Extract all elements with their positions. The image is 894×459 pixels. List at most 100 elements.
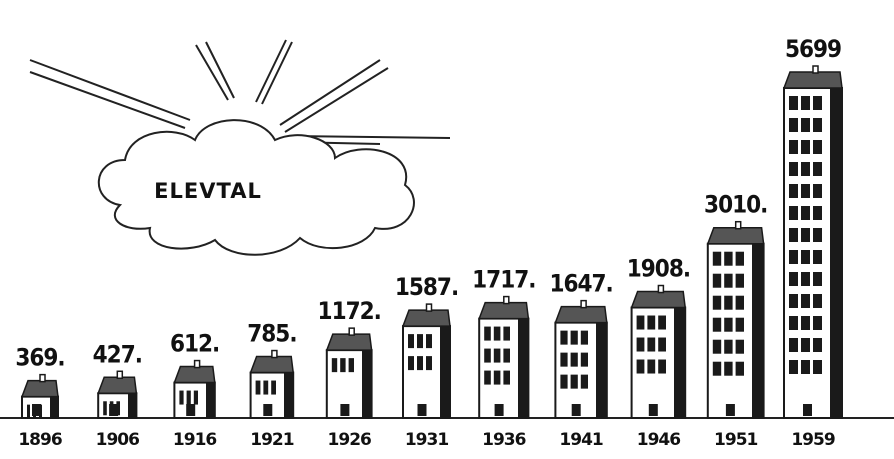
window — [736, 318, 744, 332]
window — [647, 316, 655, 330]
window — [789, 338, 798, 352]
window — [789, 294, 798, 308]
window — [813, 96, 822, 110]
window — [789, 206, 798, 220]
building-side — [440, 326, 450, 418]
chimney — [195, 361, 200, 368]
chimney — [349, 328, 354, 335]
x-tick-label: 1916 — [173, 430, 216, 450]
value-label: 1717. — [472, 266, 535, 294]
value-label: 369. — [15, 344, 64, 372]
window — [426, 334, 432, 348]
window — [484, 327, 491, 341]
window — [813, 294, 822, 308]
window — [801, 228, 810, 242]
chimney — [504, 297, 509, 304]
window — [736, 296, 744, 310]
window — [271, 381, 276, 395]
window — [194, 391, 198, 405]
value-label: 612. — [170, 330, 219, 358]
building-side — [206, 383, 215, 418]
window — [187, 391, 191, 405]
window — [332, 358, 337, 372]
window — [340, 358, 345, 372]
window — [27, 405, 30, 419]
window — [801, 184, 810, 198]
window — [658, 316, 666, 330]
window — [484, 371, 491, 385]
window — [801, 250, 810, 264]
window — [637, 316, 645, 330]
window — [813, 140, 822, 154]
window — [813, 206, 822, 220]
window — [263, 381, 268, 395]
roof — [708, 228, 764, 244]
chimney — [117, 371, 122, 378]
window — [724, 362, 732, 376]
window — [789, 228, 798, 242]
door — [649, 404, 658, 416]
window — [713, 252, 721, 266]
value-label: 1172. — [318, 297, 381, 325]
window — [789, 360, 798, 374]
x-tick-label: 1951 — [714, 430, 757, 450]
window — [724, 318, 732, 332]
window — [713, 318, 721, 332]
x-tick-label: 1959 — [791, 430, 834, 450]
x-tick-label: 1941 — [559, 430, 602, 450]
door — [418, 404, 427, 416]
window — [801, 140, 810, 154]
window — [801, 272, 810, 286]
window — [417, 356, 423, 370]
window — [560, 353, 567, 367]
window — [736, 362, 744, 376]
window — [789, 184, 798, 198]
window — [789, 118, 798, 132]
door — [340, 404, 349, 416]
window — [647, 360, 655, 374]
window — [789, 96, 798, 110]
window — [789, 140, 798, 154]
window — [724, 296, 732, 310]
window — [813, 272, 822, 286]
window — [426, 356, 432, 370]
window — [736, 274, 744, 288]
x-tick-label: 1896 — [18, 430, 61, 450]
roof — [98, 377, 136, 393]
chimney — [813, 66, 818, 73]
value-label: 5699 — [785, 35, 841, 63]
building-side — [50, 397, 58, 418]
window — [637, 338, 645, 352]
window — [571, 331, 578, 345]
window — [713, 274, 721, 288]
window — [503, 371, 510, 385]
value-label: 1908. — [627, 255, 690, 283]
window — [581, 353, 588, 367]
window — [581, 375, 588, 389]
window — [103, 401, 107, 415]
window — [560, 375, 567, 389]
building-side — [362, 350, 372, 418]
door — [186, 404, 195, 416]
window — [503, 327, 510, 341]
window — [724, 340, 732, 354]
window — [179, 391, 183, 405]
window — [801, 162, 810, 176]
window — [713, 340, 721, 354]
door — [109, 404, 118, 416]
window — [256, 381, 261, 395]
roof — [327, 334, 372, 350]
window — [637, 360, 645, 374]
building-side — [518, 319, 528, 418]
window — [494, 371, 501, 385]
x-tick-label: 1946 — [637, 430, 680, 450]
roof — [22, 381, 58, 397]
window — [789, 162, 798, 176]
door — [726, 404, 735, 416]
window — [789, 272, 798, 286]
window — [417, 334, 423, 348]
building-side — [128, 393, 136, 418]
window — [789, 316, 798, 330]
window — [813, 162, 822, 176]
window — [801, 316, 810, 330]
